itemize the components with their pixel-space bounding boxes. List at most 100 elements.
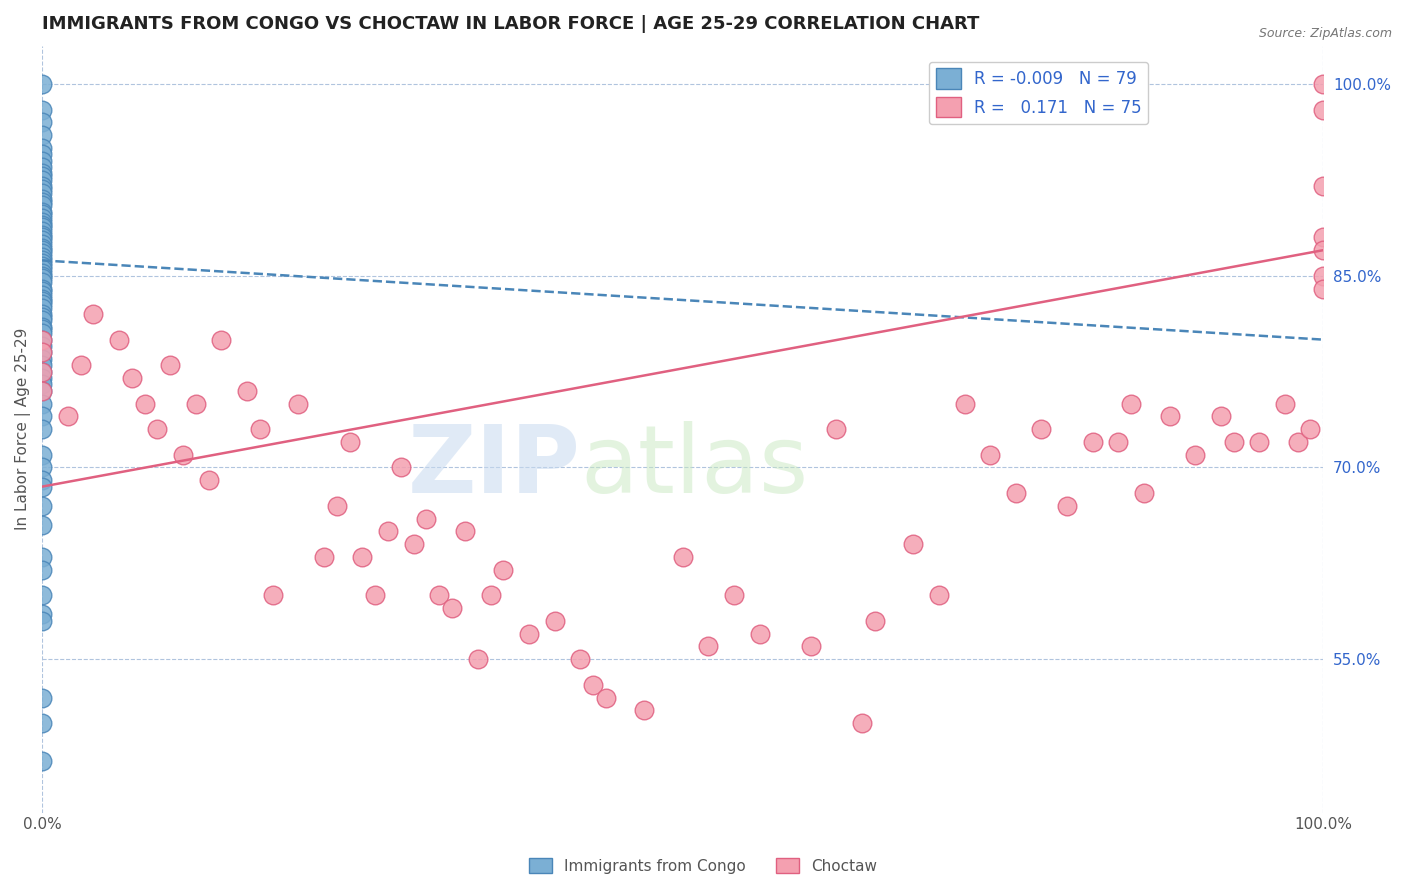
Point (31, 301, 53, 315)
Point (633, 703, 655, 717)
Point (1004, 486, 1026, 500)
Point (31, 614, 53, 628)
Point (1107, 434, 1129, 449)
Point (31, 227, 53, 242)
Point (569, 652, 592, 666)
Point (1249, 434, 1271, 449)
Point (31, 241, 53, 255)
Point (31, 588, 53, 602)
Point (31, 365, 53, 379)
Point (31, 271, 53, 285)
Point (1184, 448, 1206, 462)
Point (697, 640, 720, 654)
Point (31, 333, 53, 347)
Point (31, 480, 53, 494)
Point (31, 218, 53, 232)
Point (31, 358, 53, 372)
Point (1312, 103, 1334, 117)
Point (31, 253, 53, 268)
Point (427, 588, 450, 602)
Point (31, 377, 53, 392)
Point (31, 292, 53, 306)
Point (236, 384, 259, 398)
Point (31, 250, 53, 264)
Point (863, 614, 886, 628)
Point (800, 640, 823, 654)
Point (748, 626, 770, 640)
Point (31, 262, 53, 277)
Point (31, 230, 53, 244)
Point (352, 549, 374, 564)
Point (184, 396, 207, 410)
Point (262, 588, 284, 602)
Point (31, 220, 53, 235)
Point (825, 422, 848, 436)
Point (31, 275, 53, 289)
Point (1312, 77, 1334, 91)
Point (108, 333, 131, 347)
Point (928, 588, 950, 602)
Point (31, 147, 53, 161)
Point (31, 141, 53, 155)
Point (31, 384, 53, 398)
Point (31, 204, 53, 219)
Point (31, 160, 53, 174)
Point (1312, 230, 1334, 244)
Point (979, 448, 1001, 462)
Point (1286, 434, 1309, 449)
Point (31, 266, 53, 280)
Point (1133, 486, 1156, 500)
Point (479, 588, 502, 602)
Point (31, 268, 53, 283)
Point (1159, 409, 1181, 424)
Point (31, 345, 53, 359)
Text: ZIP: ZIP (408, 421, 581, 514)
Point (31, 384, 53, 398)
Point (364, 588, 387, 602)
Point (31, 326, 53, 341)
Point (31, 345, 53, 359)
Point (31, 755, 53, 769)
Point (31, 186, 53, 200)
Point (69, 358, 91, 372)
Point (1312, 243, 1334, 257)
Point (1312, 281, 1334, 295)
Point (31, 396, 53, 410)
Point (31, 224, 53, 238)
Text: Source: ZipAtlas.com: Source: ZipAtlas.com (1258, 27, 1392, 40)
Point (31, 259, 53, 273)
Text: IMMIGRANTS FROM CONGO VS CHOCTAW IN LABOR FORCE | AGE 25-29 CORRELATION CHART: IMMIGRANTS FROM CONGO VS CHOCTAW IN LABO… (42, 15, 980, 33)
Point (31, 297, 53, 311)
Point (582, 678, 605, 692)
Legend: R = -0.009   N = 79, R =   0.171   N = 75: R = -0.009 N = 79, R = 0.171 N = 75 (929, 62, 1149, 124)
Point (1299, 422, 1322, 436)
Point (953, 396, 976, 410)
Point (31, 182, 53, 196)
Point (31, 371, 53, 385)
Point (1222, 434, 1244, 449)
Point (377, 524, 399, 539)
Point (31, 128, 53, 142)
Point (134, 396, 156, 410)
Point (56, 409, 79, 424)
Point (31, 103, 53, 117)
Point (441, 601, 464, 615)
Point (31, 322, 53, 336)
Point (31, 198, 53, 212)
Point (1209, 409, 1232, 424)
Point (415, 511, 437, 525)
Point (31, 173, 53, 187)
Point (31, 690, 53, 705)
Point (31, 310, 53, 324)
Point (467, 652, 489, 666)
Point (1312, 179, 1334, 194)
Point (31, 169, 53, 183)
Point (31, 153, 53, 168)
Point (121, 371, 143, 385)
Point (31, 211, 53, 226)
Point (31, 307, 53, 321)
Point (1274, 396, 1296, 410)
Point (31, 460, 53, 475)
Point (172, 448, 194, 462)
Point (31, 179, 53, 194)
